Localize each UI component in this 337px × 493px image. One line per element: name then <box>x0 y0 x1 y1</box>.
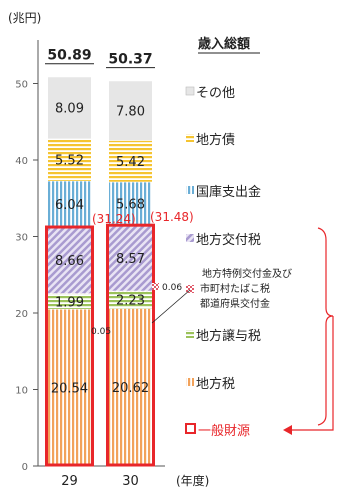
general-revenue-outline-30 <box>106 223 155 467</box>
y-axis: 0 10 20 30 40 50 <box>15 40 39 473</box>
general-revenue-bracket <box>290 227 334 431</box>
legend-label-other: その他 <box>196 86 235 101</box>
y-tick-label-40: 40 <box>15 156 28 167</box>
legend-swatch-special-grant <box>186 285 194 293</box>
legend-label-special-grant: 地方特例交付金及び市町村たばこ税都道府県交付金 <box>200 267 292 310</box>
bar-30-local-bond <box>109 140 152 182</box>
bar-29-local-transfer-tax <box>48 293 91 309</box>
value-label-29-local-bond: 5.52 <box>55 154 84 169</box>
y-tick-label-30: 30 <box>15 233 28 244</box>
y-tick-label-50: 50 <box>15 80 28 91</box>
legend-swatch-treasury-disbursement <box>186 186 194 194</box>
bar-29-local-bond <box>48 138 91 181</box>
legend-swatch-local-tax <box>186 378 194 386</box>
legend-label-general-revenue: 一般財源 <box>198 423 250 439</box>
value-label-30-special-grant: 0.06 <box>162 283 182 293</box>
bar-29-treasury-disbursement <box>48 180 91 228</box>
y-tick-label-0: 0 <box>22 462 28 473</box>
x-tick-label-30: 30 <box>122 474 139 489</box>
total-label-29: 50.89 <box>47 48 91 64</box>
value-label-30-other: 7.80 <box>116 104 145 119</box>
bar-30-local-transfer-tax <box>109 291 152 309</box>
value-label-30-local-allocation-tax: 8.57 <box>116 252 145 267</box>
y-tick-label-20: 20 <box>15 309 28 320</box>
legend-label-special-grant-line-2: 市町村たばこ税 <box>200 282 270 295</box>
general-revenue-label-30: (31.48) <box>150 210 194 224</box>
general-revenue-label-29: (31.24) <box>92 212 136 226</box>
legend-label-local-transfer-tax: 地方譲与税 <box>196 328 261 344</box>
bar-30-other <box>109 80 152 141</box>
bar-29-other <box>48 76 91 139</box>
x-axis-label: (年度) <box>176 473 209 488</box>
legend-label-local-allocation-tax: 地方交付税 <box>196 232 261 248</box>
value-label-30-local-tax: 20.62 <box>112 381 149 396</box>
total-label-30: 50.37 <box>108 52 152 68</box>
legend-label-local-bond: 地方債 <box>196 132 235 148</box>
value-label-30-treasury-disbursement: 5.68 <box>116 197 145 212</box>
value-label-30-local-bond: 5.42 <box>116 155 145 170</box>
value-label-29-special-grant: 0.05 <box>91 327 111 337</box>
value-label-30-local-transfer-tax: 2.23 <box>116 294 145 309</box>
value-label-29-other: 8.09 <box>55 102 84 117</box>
y-unit-label: (兆円) <box>8 11 41 25</box>
special-grant-leader-line <box>151 289 191 324</box>
legend-swatch-local-allocation-tax <box>186 234 194 242</box>
legend-swatch-other <box>185 86 195 96</box>
value-label-30-special-grant-swatch <box>152 283 159 290</box>
legend-swatch-local-transfer-tax <box>186 330 194 338</box>
x-tick-label-29: 29 <box>61 474 78 489</box>
value-label-29-local-transfer-tax: 1.99 <box>55 295 84 310</box>
chart-title: 歳入総額 <box>198 36 250 52</box>
general-revenue-arrow <box>283 425 292 435</box>
legend-swatch-general-revenue <box>185 423 196 434</box>
value-label-29-local-allocation-tax: 8.66 <box>55 254 84 269</box>
bar-29-local-tax <box>48 308 91 466</box>
value-label-29-local-tax: 20.54 <box>51 381 88 396</box>
legend-swatch-local-bond <box>186 134 194 142</box>
general-revenue-outline-29 <box>45 225 94 467</box>
legend-label-special-grant-line-3: 都道府県交付金 <box>200 297 270 310</box>
bar-30-local-allocation-tax <box>109 225 152 291</box>
bar-30-local-tax <box>109 308 152 466</box>
value-label-29-treasury-disbursement: 6.04 <box>55 198 84 213</box>
legend-label-special-grant-line-1: 地方特例交付金及び <box>202 267 292 280</box>
bar-29-local-allocation-tax <box>48 227 91 294</box>
legend-label-treasury-disbursement: 国庫支出金 <box>196 184 261 200</box>
bar-30-treasury-disbursement <box>109 181 152 226</box>
y-tick-label-10: 10 <box>15 386 28 397</box>
legend-label-local-tax: 地方税 <box>196 376 235 392</box>
